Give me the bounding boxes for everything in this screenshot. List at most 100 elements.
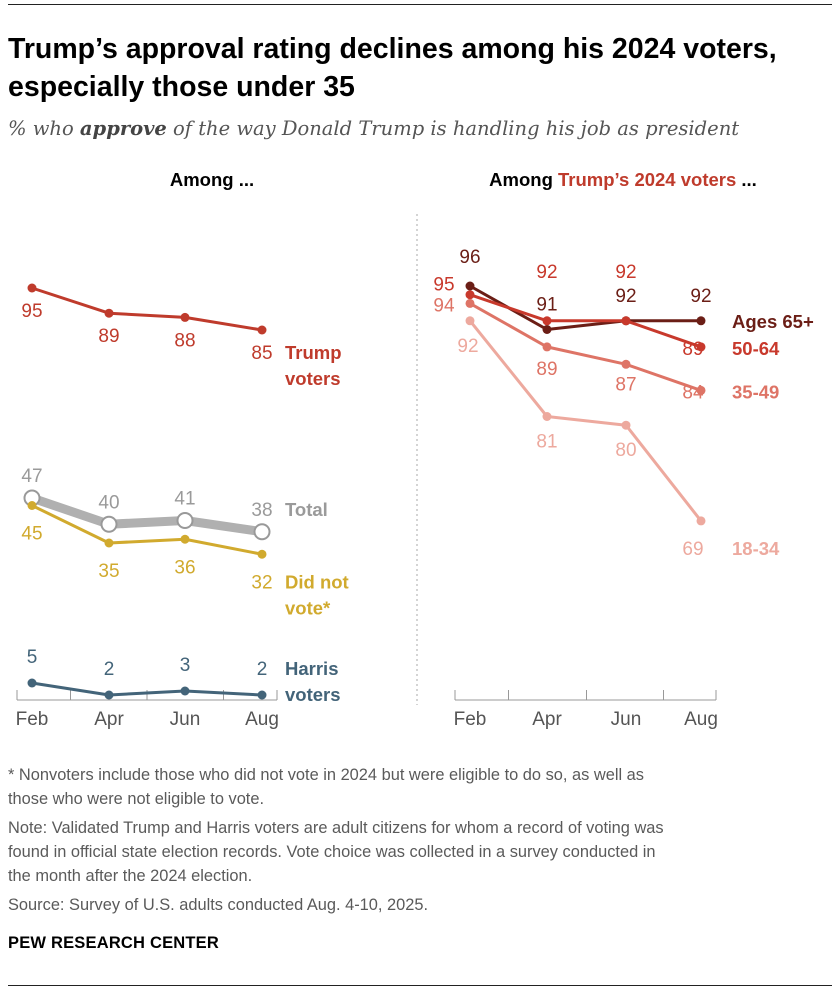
data-point-a35 xyxy=(542,342,552,352)
data-label-trump: 85 xyxy=(251,343,272,364)
data-point-a50 xyxy=(696,342,706,352)
data-label-total: 38 xyxy=(251,500,272,521)
data-point-a65 xyxy=(696,316,706,326)
data-point-a50 xyxy=(465,290,475,300)
data-label-a50: 92 xyxy=(536,262,557,283)
data-point-dnv xyxy=(104,538,114,548)
data-point-harris xyxy=(257,690,267,700)
data-point-trump xyxy=(257,325,267,335)
data-label-a65: 96 xyxy=(459,247,480,268)
data-label-harris: 2 xyxy=(257,659,268,680)
series-name-a35: 35-49 xyxy=(732,381,779,402)
series-name-a50: 50-64 xyxy=(732,338,780,359)
data-label-a65: 92 xyxy=(615,286,636,307)
data-label-total: 47 xyxy=(21,466,42,487)
x-tick-label: Apr xyxy=(532,709,562,730)
bottom-rule xyxy=(8,985,832,986)
data-label-dnv: 35 xyxy=(98,561,119,582)
data-label-total: 41 xyxy=(174,489,195,510)
data-point-harris xyxy=(104,690,114,700)
series-name-harris: voters xyxy=(285,684,341,705)
data-point-dnv xyxy=(180,534,190,544)
data-label-a35: 94 xyxy=(433,295,455,316)
footnote-asterisk-1: * Nonvoters include those who did not vo… xyxy=(8,766,644,784)
data-label-harris: 2 xyxy=(104,659,115,680)
data-label-harris: 3 xyxy=(180,655,191,676)
chart-subtitle: % who approve of the way Donald Trump is… xyxy=(8,117,828,140)
series-name-a65: Ages 65+ xyxy=(732,311,814,332)
data-label-trump: 88 xyxy=(174,330,195,351)
x-tick-label: Feb xyxy=(16,709,49,730)
x-tick-label: Apr xyxy=(94,709,124,730)
footnote-source: Source: Survey of U.S. adults conducted … xyxy=(8,896,429,914)
data-point-a35 xyxy=(465,298,475,308)
x-tick-label: Aug xyxy=(684,709,718,730)
data-point-trump xyxy=(104,308,114,318)
data-label-trump: 89 xyxy=(98,326,119,347)
series-line-a50 xyxy=(468,293,703,349)
data-label-a35: 87 xyxy=(615,374,636,395)
x-tick-label: Jun xyxy=(170,709,201,730)
data-point-a65 xyxy=(465,281,475,291)
left-panel: Among ... Feb Apr Jun Aug 95 89 88 85 Trump voters… xyxy=(16,169,349,730)
data-label-a65: 92 xyxy=(690,286,711,307)
data-point-total xyxy=(100,515,118,533)
series-line-total xyxy=(27,493,267,537)
data-point-a18 xyxy=(542,412,552,421)
data-label-a50: 92 xyxy=(615,262,636,283)
footnote-note-3: the month after the 2024 election. xyxy=(8,867,253,885)
data-point-a18 xyxy=(621,420,631,430)
data-label-a50: 95 xyxy=(433,275,454,296)
data-point-a50 xyxy=(621,316,631,326)
panel-title: Among ... xyxy=(170,169,254,190)
series-line-a35 xyxy=(468,301,703,392)
data-point-trump xyxy=(180,312,190,322)
data-point-harris xyxy=(180,686,190,696)
panel-title-suffix: ... xyxy=(736,169,757,190)
data-label-harris: 5 xyxy=(27,647,38,668)
data-label-total: 40 xyxy=(98,492,119,513)
series-name-trump: Trump xyxy=(285,342,342,363)
data-label-dnv: 45 xyxy=(21,524,42,545)
top-rule xyxy=(8,4,832,5)
chart-area: Among ... Feb Apr Jun Aug 95 89 88 85 Trump voters… xyxy=(16,169,814,730)
x-tick-label: Jun xyxy=(611,709,642,730)
data-label-a65: 91 xyxy=(536,295,557,316)
data-label-a18: 69 xyxy=(682,539,703,560)
panel-title-text: Among xyxy=(489,169,558,190)
data-label-a18: 80 xyxy=(615,440,636,461)
data-point-total xyxy=(253,523,271,541)
data-label-a18: 81 xyxy=(536,432,557,453)
data-label-a50: 89 xyxy=(682,339,703,360)
footnote-note-1: Note: Validated Trump and Harris voters … xyxy=(8,819,664,837)
chart-title: Trump’s approval rating declines among h… xyxy=(8,33,777,103)
x-tick-label: Feb xyxy=(454,709,487,730)
series-name-a18: 18-34 xyxy=(732,538,780,559)
data-point-dnv xyxy=(27,501,37,510)
subtitle-emphasis: approve xyxy=(79,117,167,140)
right-panel: Among Trump’s 2024 voters ... Feb Apr Jun Au… xyxy=(433,169,814,730)
series-line-trump xyxy=(30,286,264,332)
data-label-a18: 92 xyxy=(457,336,478,357)
panel-title-text: Among ... xyxy=(170,169,254,190)
data-point-a35 xyxy=(621,359,631,369)
panel-title-highlight: Trump’s 2024 voters xyxy=(558,169,736,190)
x-tick-label: Aug xyxy=(245,709,279,730)
data-point-a65 xyxy=(542,325,552,334)
data-point-dnv xyxy=(257,549,267,559)
data-point-trump xyxy=(27,283,37,293)
data-label-trump: 95 xyxy=(21,301,42,322)
data-point-total xyxy=(176,512,194,529)
footnote-asterisk-2: those who were not eligible to vote. xyxy=(8,790,265,808)
footnote-note-2: found in official state election records… xyxy=(8,843,656,861)
data-point-a18 xyxy=(465,316,475,326)
series-name-harris: Harris xyxy=(285,658,338,679)
data-label-dnv: 32 xyxy=(251,572,272,593)
series-name-dnv: Did not xyxy=(285,571,349,592)
data-point-a35 xyxy=(696,385,706,395)
data-label-dnv: 36 xyxy=(174,557,195,578)
series-line-harris xyxy=(30,681,264,697)
series-line-a18 xyxy=(468,319,703,523)
series-name-total: Total xyxy=(285,499,328,520)
series-name-trump: voters xyxy=(285,368,341,389)
